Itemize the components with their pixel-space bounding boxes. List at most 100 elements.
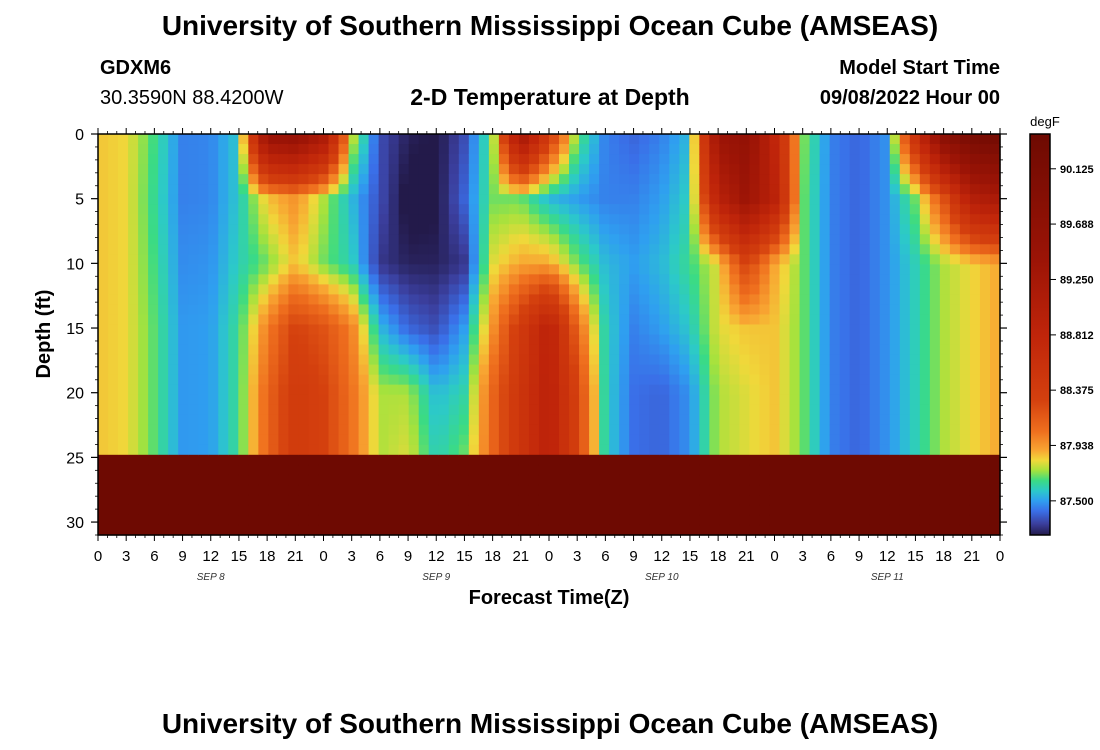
heatmap-cell xyxy=(819,134,831,145)
heatmap-cell xyxy=(569,154,580,165)
heatmap-cell xyxy=(438,394,450,406)
heatmap-cell xyxy=(158,224,169,235)
heatmap-cell xyxy=(569,494,580,506)
heatmap-cell xyxy=(348,284,360,296)
heatmap-cell xyxy=(208,314,219,326)
heatmap-cell xyxy=(518,364,530,376)
heatmap-cell xyxy=(949,314,961,326)
heatmap-cell xyxy=(108,204,119,215)
heatmap-cell xyxy=(669,234,680,245)
heatmap-cell xyxy=(318,414,330,426)
heatmap-cell xyxy=(428,314,440,326)
heatmap-cell xyxy=(919,384,931,396)
heatmap-cell xyxy=(979,184,991,195)
heatmap-cell xyxy=(348,254,360,265)
heatmap-cell xyxy=(959,284,971,296)
heatmap-cell xyxy=(679,314,690,326)
heatmap-cell xyxy=(629,344,640,356)
heatmap-cell xyxy=(589,304,600,316)
heatmap-cell xyxy=(569,164,580,175)
heatmap-cell xyxy=(689,444,700,456)
heatmap-cell xyxy=(238,354,249,366)
heatmap-cell xyxy=(719,154,730,165)
heatmap-cell xyxy=(218,154,229,165)
heatmap-cell xyxy=(228,464,239,476)
heatmap-cell xyxy=(308,344,320,356)
heatmap-cell xyxy=(508,274,520,285)
heatmap-cell xyxy=(448,384,460,396)
heatmap-cell xyxy=(739,304,751,316)
heatmap-cell xyxy=(669,444,680,456)
heatmap-cell xyxy=(729,284,741,296)
heatmap-cell xyxy=(348,164,360,175)
heatmap-cell xyxy=(759,384,771,396)
heatmap-cell xyxy=(709,174,720,185)
heatmap-cell xyxy=(318,234,330,245)
heatmap-cell xyxy=(248,434,259,446)
heatmap-cell xyxy=(849,304,861,316)
heatmap-cell xyxy=(879,214,891,225)
heatmap-cell xyxy=(108,454,119,466)
heatmap-cell xyxy=(699,294,710,306)
heatmap-cell xyxy=(318,384,330,396)
heatmap-cell xyxy=(779,474,791,486)
heatmap-cell xyxy=(218,384,229,396)
heatmap-cell xyxy=(939,234,951,245)
heatmap-cell xyxy=(538,274,550,285)
heatmap-cell xyxy=(388,444,400,456)
heatmap-cell xyxy=(849,254,861,265)
heatmap-cell xyxy=(819,374,831,386)
heatmap-cell xyxy=(468,244,480,255)
heatmap-cell xyxy=(228,384,239,396)
heatmap-cell xyxy=(709,224,720,235)
heatmap-cell xyxy=(709,474,720,486)
heatmap-cell xyxy=(879,184,891,195)
heatmap-cell xyxy=(949,344,961,356)
heatmap-cell xyxy=(729,194,741,205)
heatmap-cell xyxy=(559,364,570,376)
heatmap-cell xyxy=(869,484,881,496)
heatmap-cell xyxy=(849,454,861,466)
heatmap-cell xyxy=(689,184,700,195)
heatmap-cell xyxy=(819,254,831,265)
heatmap-cell xyxy=(879,284,891,296)
heatmap-cell xyxy=(739,214,751,225)
heatmap-cell xyxy=(849,344,861,356)
heatmap-cell xyxy=(148,344,159,356)
heatmap-cell xyxy=(589,384,600,396)
heatmap-cell xyxy=(639,344,650,356)
heatmap-cell xyxy=(308,134,320,145)
heatmap-cell xyxy=(188,434,199,446)
heatmap-cell xyxy=(368,464,380,476)
heatmap-cell xyxy=(659,394,670,406)
heatmap-cell xyxy=(879,314,891,326)
heatmap-cell xyxy=(478,214,490,225)
heatmap-cell xyxy=(518,384,530,396)
heatmap-cell xyxy=(178,274,189,285)
heatmap-cell xyxy=(839,464,851,476)
heatmap-cell xyxy=(538,364,550,376)
heatmap-cell xyxy=(799,214,811,225)
heatmap-cell xyxy=(869,394,881,406)
heatmap-cell xyxy=(799,504,811,516)
heatmap-cell xyxy=(178,194,189,205)
heatmap-cell xyxy=(919,234,931,245)
heatmap-cell xyxy=(308,484,320,496)
heatmap-cell xyxy=(599,164,610,175)
heatmap-cell xyxy=(859,434,871,446)
x-tick-label: 15 xyxy=(231,548,248,565)
heatmap-cell xyxy=(248,424,259,436)
heatmap-cell xyxy=(138,354,149,366)
heatmap-cell xyxy=(128,284,139,296)
heatmap-cell xyxy=(619,284,630,296)
heatmap-cell xyxy=(118,354,129,366)
heatmap-cell xyxy=(508,454,520,466)
heatmap-cell xyxy=(799,304,811,316)
heatmap-cell xyxy=(398,234,410,245)
heatmap-cell xyxy=(238,484,249,496)
heatmap-cell xyxy=(679,234,690,245)
heatmap-cell xyxy=(559,194,570,205)
heatmap-cell xyxy=(358,334,370,346)
heatmap-cell xyxy=(809,214,821,225)
heatmap-cell xyxy=(689,234,700,245)
